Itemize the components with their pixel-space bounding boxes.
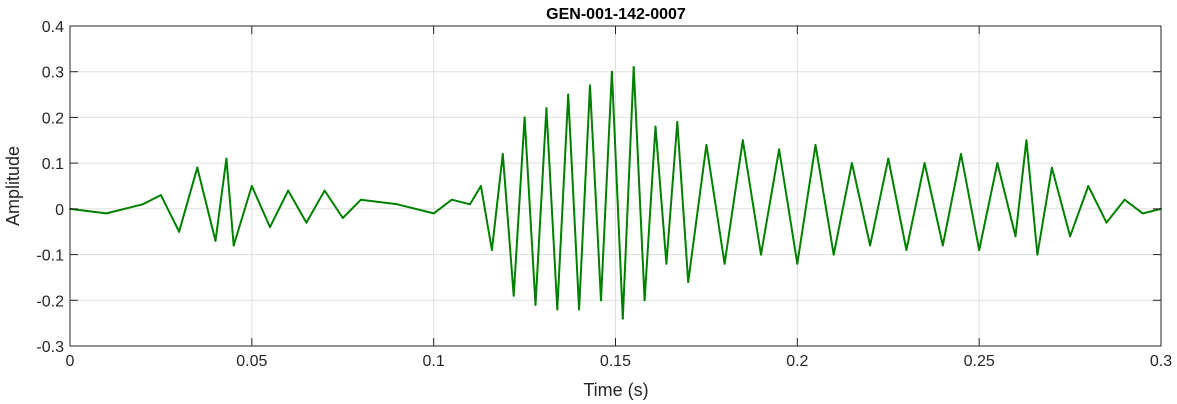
x-axis-label: Time (s) xyxy=(583,380,648,400)
y-tick-label: 0.1 xyxy=(42,156,64,173)
data-point xyxy=(159,194,162,197)
x-tick-label: 0.25 xyxy=(964,353,995,370)
data-point xyxy=(621,317,624,320)
y-tick-label: 0.4 xyxy=(42,19,64,36)
data-point xyxy=(501,153,504,155)
chart-title: GEN-001-142-0007 xyxy=(546,6,686,23)
data-point xyxy=(741,139,744,142)
data-point xyxy=(534,303,537,306)
data-point xyxy=(959,153,962,155)
y-axis: -0.3 -0.2 -0.1 0 0.1 0.2 0.3 0.4 xyxy=(36,19,1161,356)
data-point xyxy=(687,281,690,283)
data-point xyxy=(723,262,726,265)
data-point xyxy=(1014,235,1017,238)
data-point xyxy=(432,212,435,215)
data-point xyxy=(196,166,199,169)
data-point xyxy=(1069,235,1072,238)
data-point xyxy=(287,189,290,192)
data-point xyxy=(567,93,570,96)
data-point xyxy=(850,162,853,165)
data-point xyxy=(887,157,890,160)
data-point xyxy=(905,249,908,251)
data-point xyxy=(141,203,144,206)
data-point xyxy=(1025,139,1028,142)
data-point xyxy=(341,217,344,219)
data-point xyxy=(814,143,817,146)
data-point xyxy=(1087,185,1090,187)
data-point xyxy=(556,308,559,311)
y-axis-label: Amplitude xyxy=(3,146,23,226)
data-point xyxy=(832,253,835,256)
data-point xyxy=(996,162,999,165)
x-tick-label: 0.1 xyxy=(423,353,445,370)
y-tick-label: 0 xyxy=(55,202,64,219)
data-point xyxy=(941,244,944,247)
data-point xyxy=(359,198,362,201)
y-tick-label: -0.2 xyxy=(36,293,64,310)
data-point xyxy=(269,226,272,229)
y-tick-label: -0.1 xyxy=(36,248,64,265)
y-tick-label: 0.3 xyxy=(42,65,64,82)
series-layer xyxy=(69,66,1162,320)
x-tick-label: 0.2 xyxy=(786,353,808,370)
data-point xyxy=(512,294,515,297)
data-point xyxy=(1141,212,1144,215)
data-point xyxy=(676,121,679,123)
data-point xyxy=(796,262,799,265)
data-point xyxy=(778,148,781,151)
data-point xyxy=(214,239,217,242)
y-tick-label: 0.2 xyxy=(42,110,64,127)
data-point xyxy=(654,125,657,128)
data-point xyxy=(105,212,108,215)
data-point xyxy=(923,162,926,165)
data-point xyxy=(232,244,235,247)
data-point xyxy=(225,157,228,160)
data-point xyxy=(665,262,668,265)
data-point xyxy=(323,189,326,192)
data-point xyxy=(978,249,981,251)
data-point xyxy=(610,70,613,73)
y-tick-label: -0.3 xyxy=(36,339,64,356)
data-point xyxy=(589,84,592,87)
data-point xyxy=(396,203,399,206)
x-tick-label: 0.15 xyxy=(600,353,631,370)
x-tick-label: 0 xyxy=(66,353,75,370)
x-tick-label: 0.05 xyxy=(236,353,267,370)
data-point xyxy=(632,66,635,69)
data-point xyxy=(599,299,602,302)
x-axis: 0 0.05 0.1 0.15 0.2 0.25 0.3 xyxy=(66,26,1172,370)
data-point xyxy=(705,143,708,146)
data-point xyxy=(759,253,762,256)
data-point xyxy=(1036,253,1039,256)
data-point xyxy=(469,203,472,206)
data-point xyxy=(250,185,253,187)
data-point xyxy=(1105,221,1108,224)
data-point xyxy=(1123,198,1126,201)
data-point xyxy=(869,244,872,247)
data-point xyxy=(178,230,181,233)
data-point xyxy=(578,308,581,311)
data-point xyxy=(545,107,548,110)
x-tick-label: 0.3 xyxy=(1150,353,1172,370)
data-point xyxy=(479,185,482,187)
data-point xyxy=(643,299,646,302)
data-point xyxy=(305,221,308,224)
data-point xyxy=(450,198,453,201)
data-point xyxy=(523,116,526,119)
data-point xyxy=(1050,166,1053,169)
data-point xyxy=(490,249,493,251)
